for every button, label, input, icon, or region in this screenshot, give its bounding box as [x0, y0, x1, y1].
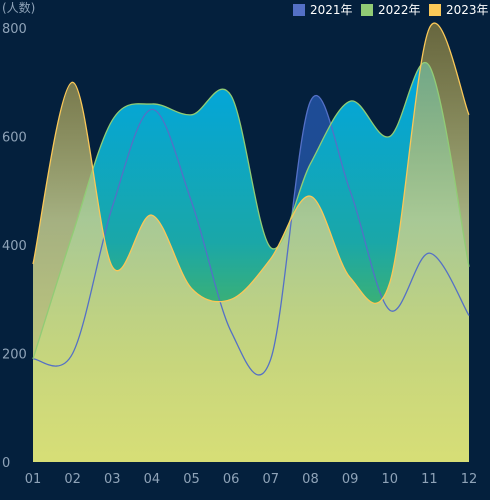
axes: (人数) 0 200 400 600 800 01 02 03 04 05 06 07 08 09 10 11…	[2, 0, 477, 487]
legend-item[interactable]: 2022年	[361, 3, 421, 17]
y-tick-label: 400	[2, 239, 27, 254]
legend-label: 2021年	[310, 3, 353, 17]
x-tick-label: 11	[421, 472, 438, 487]
y-tick-label: 600	[2, 131, 27, 146]
x-tick-label: 07	[263, 472, 280, 487]
legend-label: 2023年	[446, 3, 489, 17]
y-tick-label: 200	[2, 348, 27, 363]
x-tick-label: 09	[342, 472, 359, 487]
x-tick-label: 03	[104, 472, 121, 487]
legend-swatch	[361, 4, 373, 16]
legend-item[interactable]: 2021年	[293, 3, 353, 17]
x-tick-label: 05	[183, 472, 200, 487]
y-tick-label: 800	[2, 22, 27, 37]
x-tick-label: 10	[381, 472, 398, 487]
legend-swatch	[429, 4, 441, 16]
line-2021年	[32, 94, 470, 376]
series-lines	[32, 22, 470, 376]
x-tick-label: 12	[461, 472, 478, 487]
line-2022年	[32, 62, 470, 360]
series-areas	[33, 23, 469, 462]
x-tick-label: 08	[302, 472, 319, 487]
x-tick-label: 02	[64, 472, 81, 487]
line-2023年	[32, 22, 470, 304]
x-tick-label: 01	[25, 472, 42, 487]
y-axis-unit-label: (人数)	[2, 0, 35, 15]
legend-item[interactable]: 2023年	[429, 3, 489, 17]
area-2023年	[33, 23, 469, 462]
legend-label: 2022年	[378, 3, 421, 17]
legend-swatch	[293, 4, 305, 16]
x-tick-label: 06	[223, 472, 240, 487]
legend[interactable]: 2021年 2022年 2023年	[293, 3, 489, 17]
y-tick-label: 0	[2, 456, 10, 471]
x-tick-label: 04	[144, 472, 161, 487]
